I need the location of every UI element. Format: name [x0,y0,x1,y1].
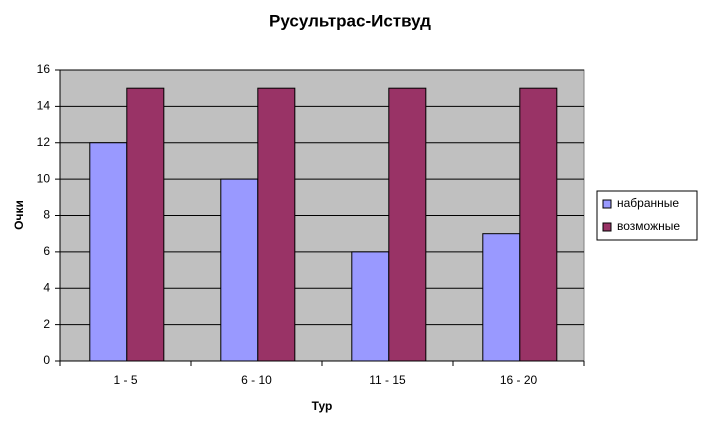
bar [351,251,390,362]
legend [596,190,698,241]
y-tick-label: 0 [43,353,50,367]
bar [89,142,128,362]
x-tick-label: 11 - 15 [369,373,406,387]
x-tick-label: 6 - 10 [241,373,272,387]
y-tick-label: 8 [43,208,50,222]
bar [519,87,558,362]
y-tick-label: 6 [43,244,50,258]
y-tick-label: 16 [37,62,51,76]
legend-label: возможные [617,219,680,233]
y-tick-label: 12 [37,135,51,149]
legend-label: набранные [617,196,679,210]
y-tick-label: 14 [37,99,51,113]
y-tick-label: 4 [43,280,50,294]
y-tick-label: 10 [37,171,51,185]
bar [388,87,427,362]
bar [482,233,521,362]
bar [257,87,296,362]
x-axis-label: Тур [312,399,333,413]
x-tick-label: 16 - 20 [500,373,538,387]
legend-swatch [602,199,612,209]
bar [126,87,165,362]
y-tick-label: 2 [43,317,50,331]
chart-title: Русультрас-Иствуд [269,11,431,30]
bar [220,178,259,362]
x-tick-label: 1 - 5 [113,373,137,387]
legend-swatch [602,222,612,232]
y-axis-label: Очки [12,200,26,230]
